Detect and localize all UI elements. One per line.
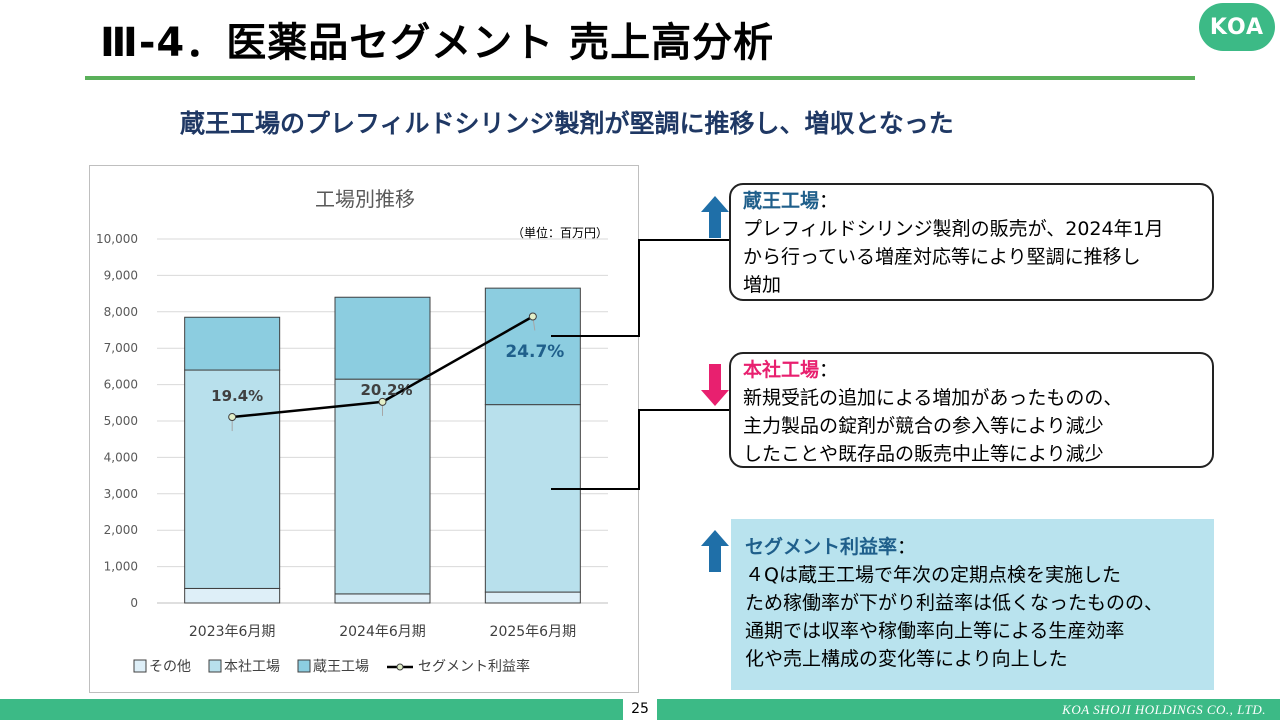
legend-swatch [297, 659, 311, 673]
callout-colon: ： [819, 359, 839, 381]
callout-line: 通期では収率や稼働率向上等による生産効率 [745, 620, 1125, 642]
y-tick-label: 10,000 [96, 232, 138, 246]
connector-zao [551, 239, 729, 337]
callout-colon: ： [897, 536, 917, 558]
legend-label: 蔵王工場 [313, 659, 369, 675]
legend-label: その他 [149, 659, 191, 675]
margin-data-label: 19.4% [211, 387, 263, 405]
legend-swatch [208, 659, 222, 673]
callout-heading: 蔵王工場： [743, 187, 1200, 215]
callout-line: ４Qは蔵王工場で年次の定期点検を実施した [745, 564, 1121, 586]
margin-point [378, 397, 387, 406]
chart-unit-note: （単位：百万円） [512, 225, 608, 240]
callout-line: 増加 [743, 274, 782, 296]
y-tick-label: 5,000 [104, 414, 138, 428]
callout-head-office-factory: 本社工場： 新規受託の追加による増加があったものの、 主力製品の錠剤が競合の参入… [729, 352, 1214, 468]
page-number: 25 [623, 699, 657, 720]
legend-line-marker [396, 663, 404, 671]
x-category-label: 2025年6月期 [490, 624, 577, 640]
callout-head: 本社工場 [743, 359, 820, 381]
company-name: KOA SHOJI HOLDINGS CO., LTD. [1062, 702, 1266, 717]
callout-line: ため稼働率が下がり利益率は低くなったものの、 [745, 592, 1164, 614]
y-tick-label: 0 [130, 596, 138, 610]
callout-line: 新規受託の追加による増加があったものの、 [743, 387, 1123, 409]
x-category-label: 2023年6月期 [189, 624, 276, 640]
legend-label: セグメント利益率 [418, 658, 530, 675]
bar-segment [484, 404, 581, 593]
title-divider [85, 76, 1195, 80]
callout-line: したことや既存品の販売中止等により減少 [743, 443, 1104, 465]
y-tick-label: 2,000 [104, 523, 138, 537]
callout-heading: 本社工場： [743, 356, 1200, 384]
callout-zao-factory: 蔵王工場： プレフィルドシリンジ製剤の販売が、2024年1月 から行っている増産… [729, 183, 1214, 301]
margin-point [228, 413, 237, 422]
bar-segment [334, 296, 431, 380]
slide-subtitle: 蔵王工場のプレフィルドシリンジ製剤が堅調に推移し、増収となった [180, 109, 954, 138]
koa-logo: KOA [1199, 3, 1275, 51]
margin-data-label: 24.7% [505, 342, 564, 362]
callout-line: 主力製品の錠剤が競合の参入等により減少 [743, 415, 1104, 437]
legend-label: 本社工場 [224, 659, 280, 675]
callout-colon: ： [819, 190, 839, 212]
bar-segment [184, 316, 281, 371]
legend-swatch [133, 659, 147, 673]
up-arrow-icon [701, 196, 729, 238]
callout-head: 蔵王工場 [743, 190, 820, 212]
x-category-label: 2024年6月期 [339, 624, 426, 640]
factory-sales-chart: 0 1,000 2,000 3,000 4,000 5,000 6,000 7,000 8,00… [89, 165, 639, 693]
y-tick-label: 6,000 [104, 378, 138, 392]
y-tick-label: 4,000 [104, 450, 138, 464]
y-tick-label: 1,000 [104, 560, 138, 574]
footer-bar: 25 KOA SHOJI HOLDINGS CO., LTD. [0, 699, 1280, 720]
down-arrow-icon [701, 364, 729, 406]
y-tick-label: 3,000 [104, 487, 138, 501]
margin-data-label: 20.2% [360, 381, 412, 399]
callout-segment-margin: セグメント利益率： ４Qは蔵王工場で年次の定期点検を実施した ため稼働率が下がり… [731, 519, 1214, 690]
callout-line: から行っている増産対応等により堅調に推移し [743, 246, 1141, 268]
y-tick-label: 8,000 [104, 305, 138, 319]
bar-segment [484, 287, 581, 406]
connector-honsha [551, 409, 729, 490]
y-tick-label: 7,000 [104, 341, 138, 355]
callout-line: 化や売上構成の変化等により向上した [745, 648, 1068, 670]
callout-line: プレフィルドシリンジ製剤の販売が、2024年1月 [743, 218, 1164, 240]
chart-title: 工場別推移 [315, 187, 415, 211]
up-arrow-icon [701, 530, 729, 572]
page-title: Ⅲ-4．医薬品セグメント 売上高分析 [100, 20, 775, 66]
margin-point [528, 312, 537, 321]
callout-head: セグメント利益率 [745, 536, 898, 558]
callout-heading: セグメント利益率： [745, 533, 1200, 561]
y-tick-label: 9,000 [104, 268, 138, 282]
bar-segment [184, 369, 281, 589]
chart-svg: 0 1,000 2,000 3,000 4,000 5,000 6,000 7,000 8,00… [96, 187, 608, 675]
